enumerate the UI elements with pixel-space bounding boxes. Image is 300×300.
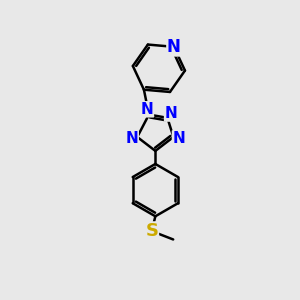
Text: N: N	[125, 131, 138, 146]
Text: N: N	[167, 38, 181, 56]
Text: N: N	[141, 102, 153, 117]
Text: N: N	[172, 131, 185, 146]
Text: N: N	[165, 106, 177, 121]
Text: S: S	[145, 222, 158, 240]
